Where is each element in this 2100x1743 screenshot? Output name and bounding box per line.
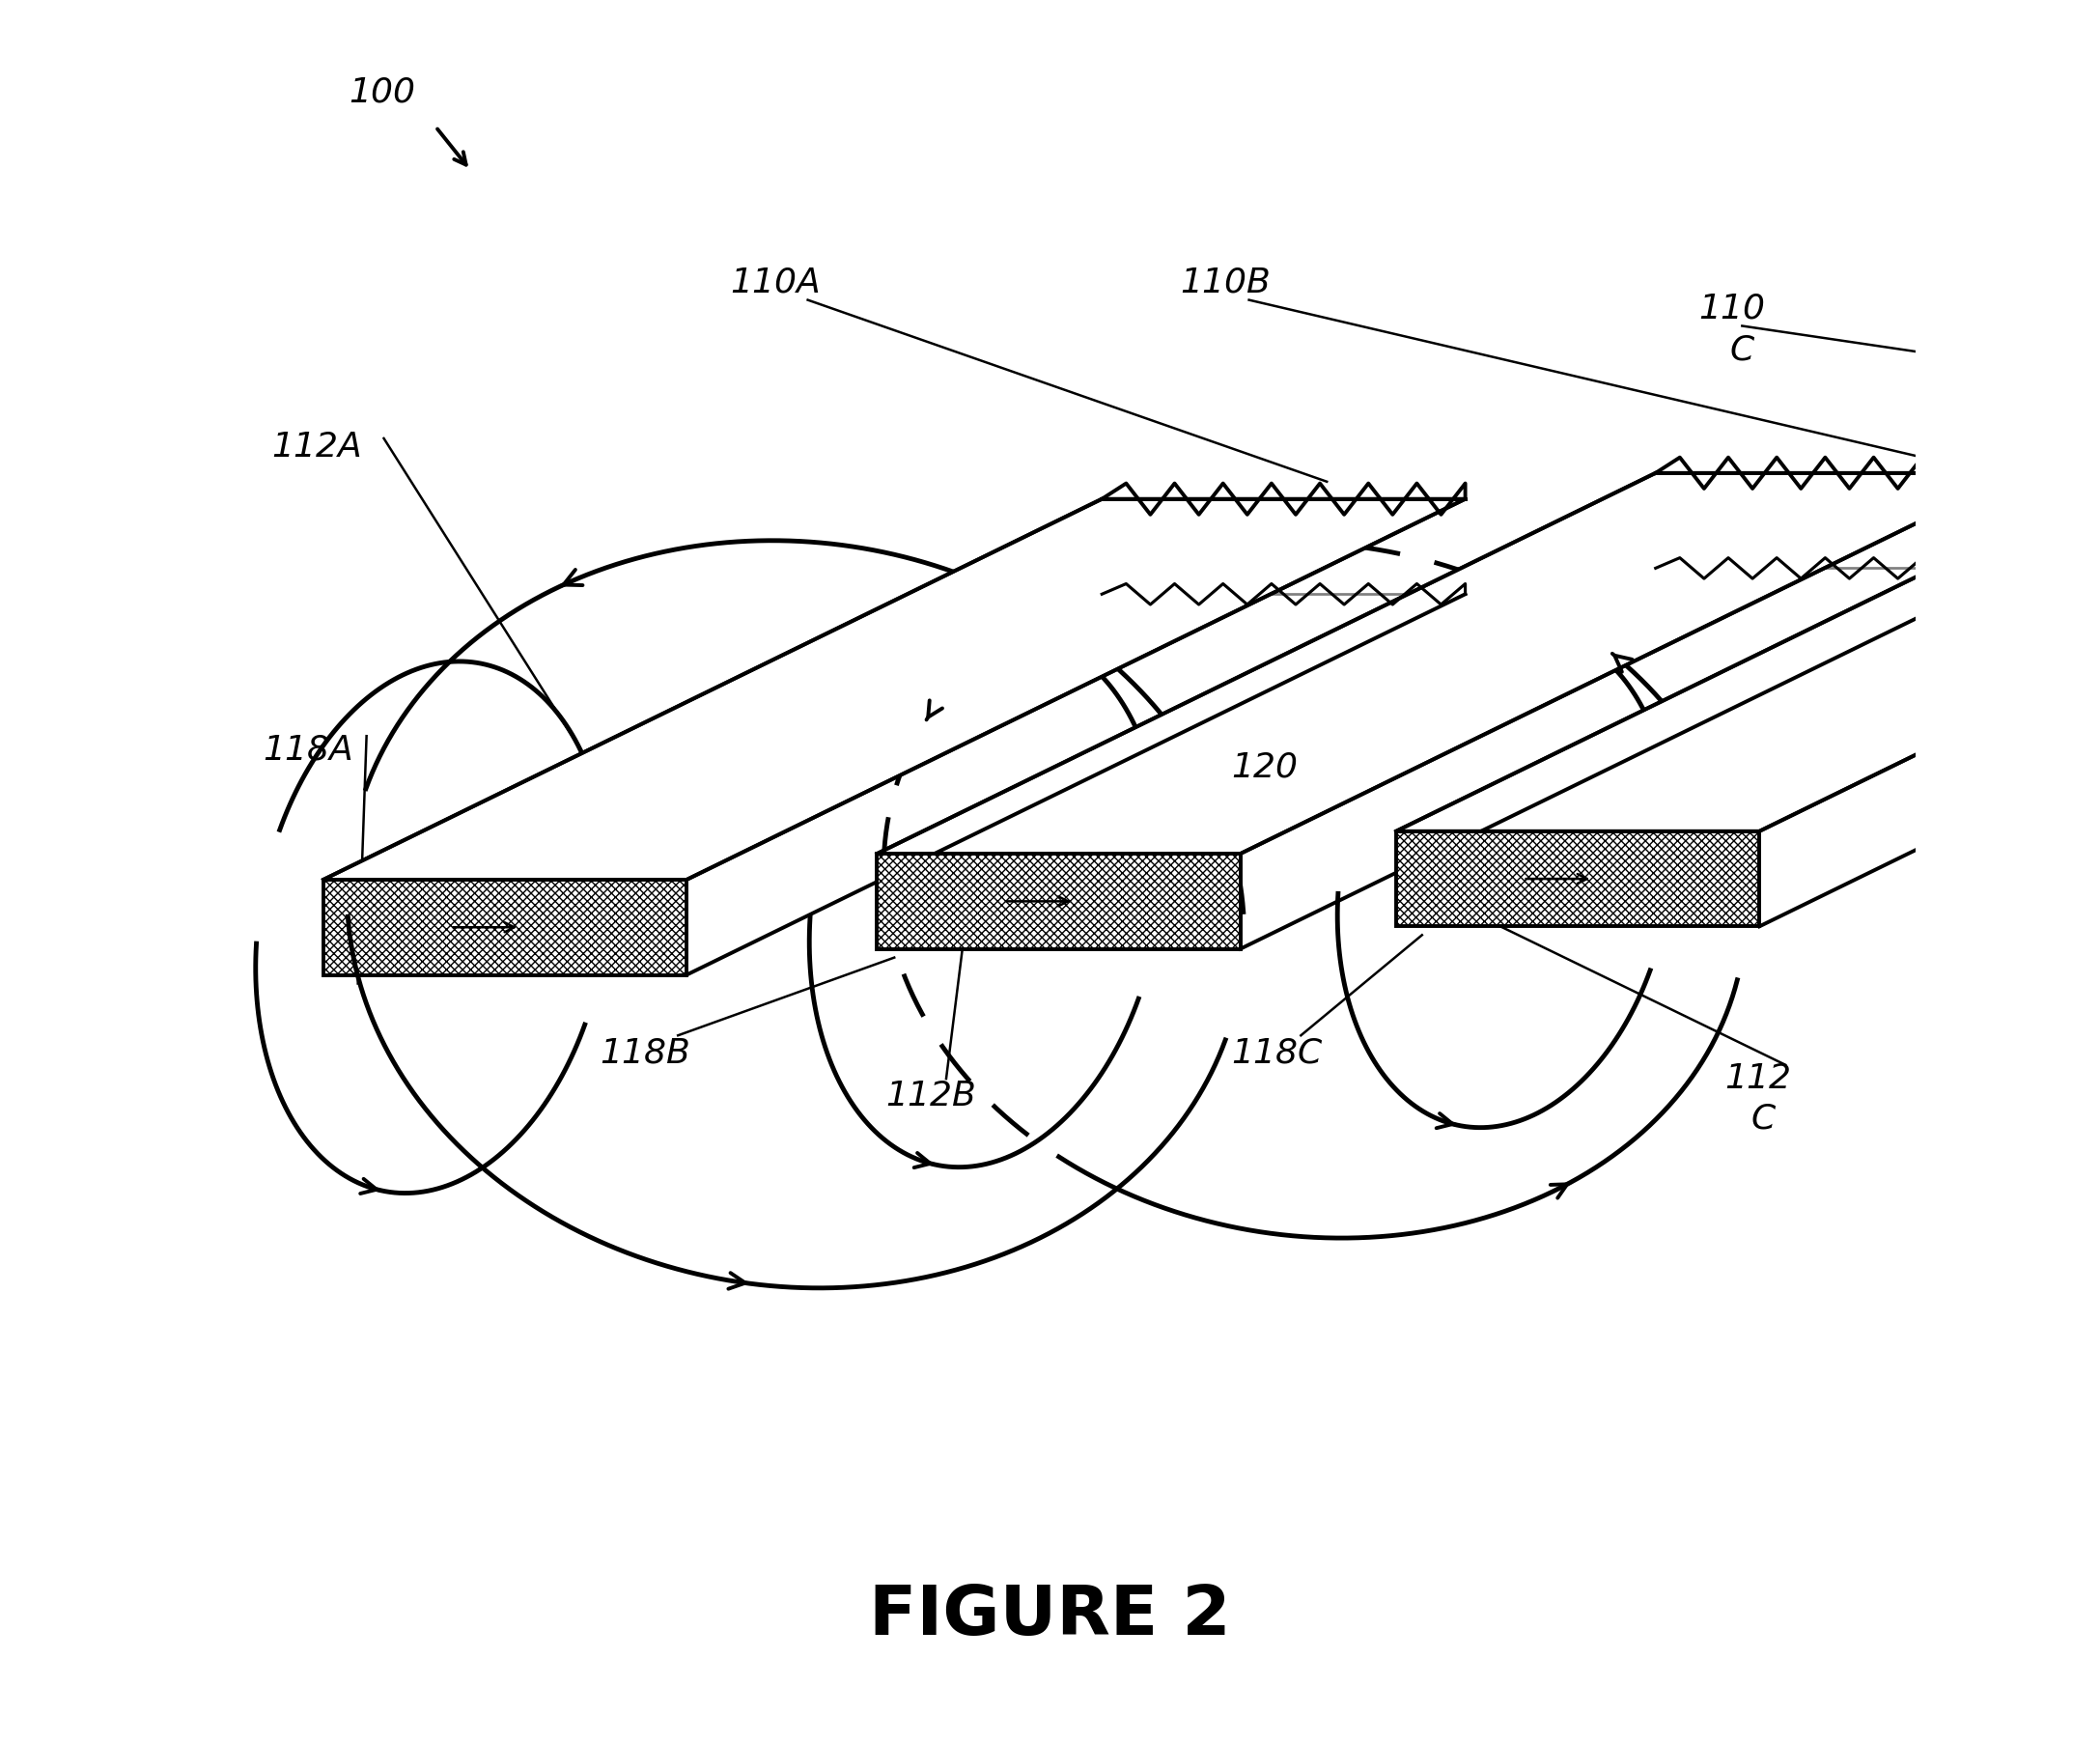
Polygon shape [1396,451,2100,831]
Text: 118C: 118C [1233,1035,1323,1068]
Text: C: C [1730,333,1753,366]
Text: C: C [1751,1102,1774,1135]
Text: 112: 112 [1724,1061,1791,1095]
Text: 120: 120 [1233,749,1298,783]
Text: 110: 110 [1699,293,1766,324]
Text: 110B: 110B [1180,267,1270,298]
Text: 118B: 118B [601,1035,691,1068]
Text: FIGURE 2: FIGURE 2 [869,1583,1231,1649]
Text: 118A: 118A [262,734,353,765]
Text: 100: 100 [349,75,416,108]
Polygon shape [878,854,1241,950]
Text: 112B: 112B [886,1079,977,1112]
Polygon shape [878,474,2018,854]
Polygon shape [323,500,1466,880]
Text: 112A: 112A [271,431,361,464]
Text: 110A: 110A [731,267,821,298]
Polygon shape [323,880,687,976]
Polygon shape [1396,831,1760,927]
